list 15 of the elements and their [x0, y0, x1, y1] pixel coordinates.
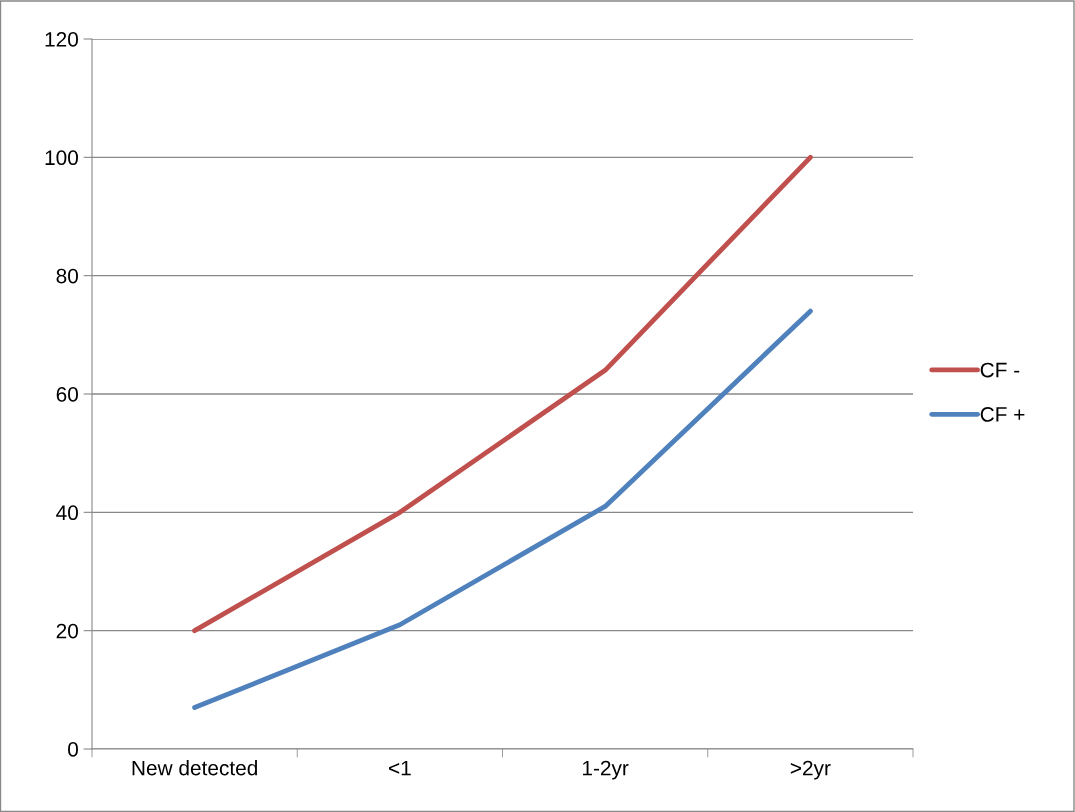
legend-label: CF + [980, 407, 1025, 422]
line-series [192, 154, 813, 634]
y-tick-label: 60 [56, 387, 78, 402]
y-tick-label: 20 [56, 623, 78, 639]
y-tick-label: 100 [45, 150, 78, 166]
x-tick-label: 1-2yr [582, 760, 629, 780]
legend-label: CF - [980, 362, 1020, 378]
x-tick-label: <1 [389, 760, 411, 776]
x-tick-label: New detected [132, 760, 257, 776]
x-tick-label: >2yr [790, 760, 831, 780]
y-tick-label: 80 [56, 268, 78, 284]
y-tick-label: 0 [68, 742, 78, 757]
y-tick-label: 40 [56, 505, 78, 521]
line-series [192, 308, 813, 711]
y-tick-label: 120 [45, 32, 78, 47]
